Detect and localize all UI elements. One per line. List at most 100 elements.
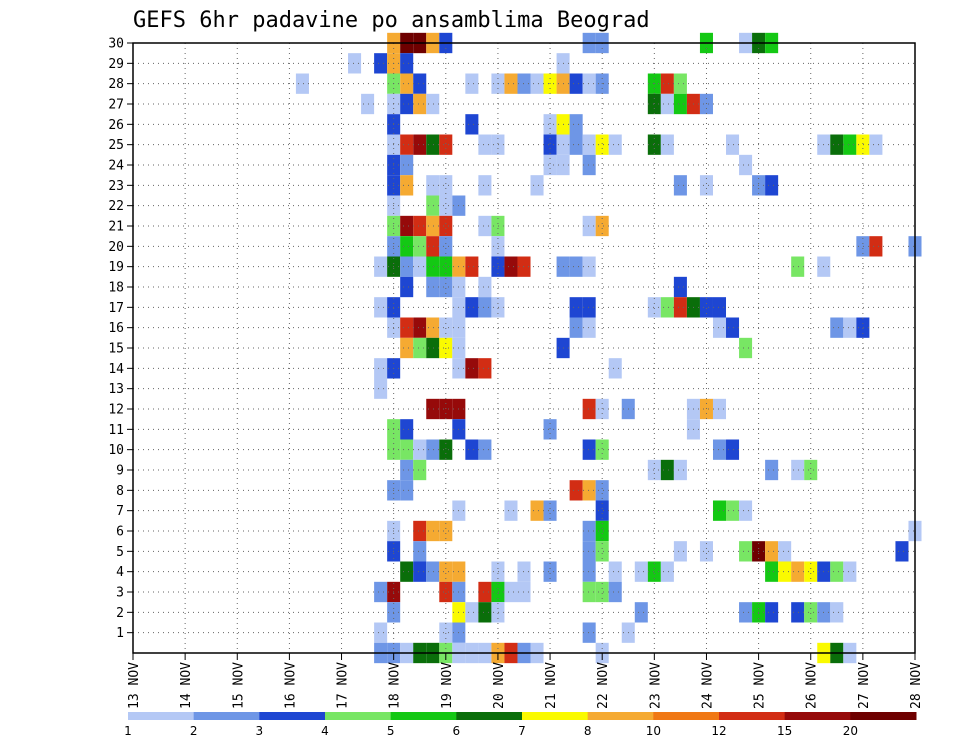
y-tick-label: 19 — [108, 260, 124, 275]
y-tick-label: 29 — [108, 57, 124, 72]
heatmap-cell — [660, 134, 674, 155]
heatmap-cell — [400, 439, 414, 460]
heatmap-cell — [348, 53, 362, 74]
y-tick-label: 5 — [116, 545, 124, 560]
legend-swatch — [193, 712, 260, 720]
heatmap-cell — [765, 459, 779, 481]
x-axis: 13 NOV 14 NOV 15 NOV 16 NOV 17 NOV 18 NOV 19 N… — [127, 653, 924, 709]
heatmap-cell — [765, 602, 779, 623]
y-tick-label: 30 — [108, 37, 124, 52]
y-tick-label: 20 — [108, 240, 124, 255]
y-tick-label: 8 — [116, 484, 124, 499]
heatmap-cell — [491, 602, 505, 623]
heatmap-cell — [465, 358, 479, 379]
heatmap-cell — [413, 520, 427, 542]
legend-swatch — [850, 712, 917, 720]
heatmap-cell — [504, 73, 518, 94]
heatmap-cell — [491, 581, 505, 603]
heatmap-cell — [400, 236, 414, 257]
heatmap-cell — [478, 215, 492, 237]
heatmap-cell — [439, 581, 453, 603]
legend-label: 7 — [518, 724, 526, 738]
legend-label: 5 — [387, 724, 395, 738]
heatmap-cell — [582, 439, 596, 460]
x-tick-label: 18 NOV — [388, 662, 403, 709]
heatmap-cell — [491, 215, 505, 237]
heatmap-cell — [400, 459, 414, 481]
legend-swatch — [587, 712, 654, 720]
x-tick-label: 13 NOV — [127, 662, 142, 709]
heatmap-cell — [869, 236, 883, 257]
heatmap-cell — [439, 134, 453, 155]
heatmap-cell — [400, 154, 414, 176]
heatmap-cell — [465, 602, 479, 623]
y-tick-label: 21 — [108, 220, 124, 235]
heatmap-cell — [504, 256, 518, 277]
heatmap-cell — [400, 256, 414, 277]
x-tick-label: 25 NOV — [753, 662, 768, 709]
heatmap-cell — [765, 175, 779, 196]
y-tick-label: 18 — [108, 281, 124, 296]
heatmap-cell — [400, 419, 414, 440]
heatmap-cell — [374, 622, 388, 643]
y-axis: 1234567891011121314151617181920212223242… — [108, 37, 133, 641]
heatmap-cell — [582, 297, 596, 318]
heatmap-cell — [400, 175, 414, 196]
y-tick-label: 26 — [108, 118, 124, 133]
heatmap-cell — [439, 317, 453, 338]
chart-title: GEFS 6hr padavine po ansamblima Beograd — [133, 8, 650, 33]
heatmap-cell — [647, 134, 661, 155]
y-tick-label: 23 — [108, 179, 124, 194]
heatmap-cell — [478, 175, 492, 196]
heatmap-cell — [569, 114, 583, 135]
heatmap-cell — [543, 114, 557, 135]
y-tick-label: 6 — [116, 525, 124, 540]
heatmap-cell — [608, 358, 622, 379]
heatmap-cell — [660, 459, 674, 481]
heatmap-cell — [582, 561, 596, 582]
heatmap-cell — [608, 581, 622, 603]
legend-label: 12 — [711, 724, 726, 738]
y-tick-label: 3 — [116, 586, 124, 601]
heatmap-cell — [426, 215, 440, 237]
heatmap-cell — [413, 236, 427, 257]
heatmap-cell — [673, 276, 687, 298]
y-tick-label: 10 — [108, 443, 124, 458]
heatmap-cell — [634, 602, 648, 623]
y-tick-label: 17 — [108, 301, 124, 316]
heatmap-cell — [778, 561, 792, 582]
heatmap-cell — [830, 317, 844, 338]
heatmap-cell — [765, 541, 779, 562]
heatmap-cell — [595, 134, 609, 155]
heatmap-cell — [413, 561, 427, 582]
heatmap-cell — [595, 581, 609, 603]
heatmap-cell — [374, 358, 388, 379]
heatmap-cell — [413, 134, 427, 155]
heatmap-cell — [673, 73, 687, 94]
heatmap-cell — [582, 520, 596, 542]
y-tick-label: 27 — [108, 98, 124, 113]
heatmap-cell — [582, 622, 596, 643]
heatmap-cell — [439, 337, 453, 359]
legend-label: 2 — [190, 724, 198, 738]
heatmap-cell — [647, 459, 661, 481]
heatmap-cell — [439, 276, 453, 298]
heatmap-cell — [726, 317, 740, 338]
heatmap-cell — [439, 256, 453, 277]
heatmap-cell — [856, 134, 870, 155]
heatmap-cell — [660, 297, 674, 318]
heatmap-cell — [426, 276, 440, 298]
heatmap-cell — [400, 561, 414, 582]
heatmap-cell — [413, 215, 427, 237]
heatmap-cell — [699, 297, 713, 318]
heatmap-cell — [608, 134, 622, 155]
heatmap-cell — [660, 93, 674, 115]
legend-label: 10 — [646, 724, 661, 738]
heatmap-cell — [400, 73, 414, 94]
heatmap-cell — [647, 561, 661, 582]
legend-label: 20 — [843, 724, 858, 738]
x-tick-label: 22 NOV — [596, 662, 611, 709]
heatmap-cell — [400, 134, 414, 155]
heatmap-cell — [582, 398, 596, 420]
y-tick-label: 13 — [108, 382, 124, 397]
